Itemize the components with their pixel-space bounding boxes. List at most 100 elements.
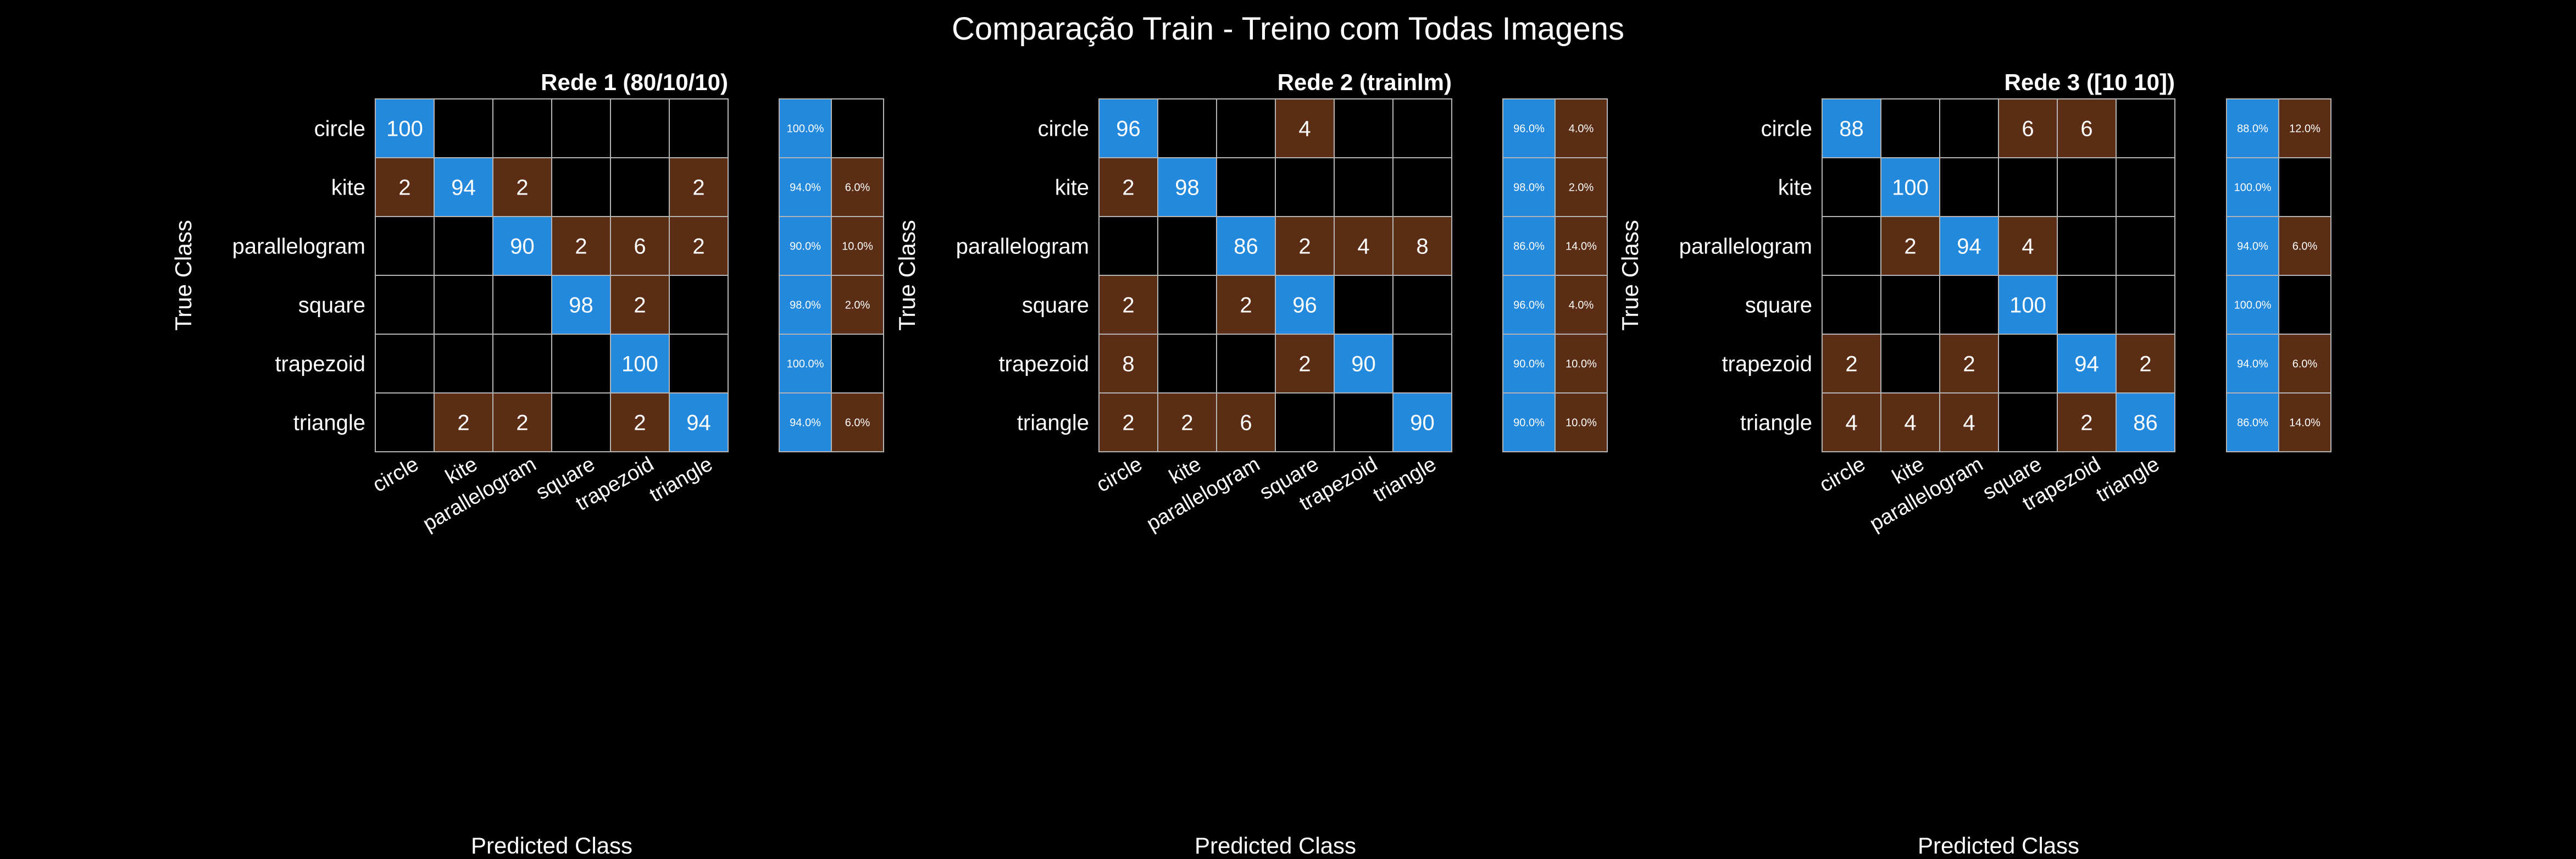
summary-value: 90.0%: [790, 241, 821, 253]
cell-value: 94: [686, 411, 711, 435]
summary-value: 4.0%: [1569, 300, 1594, 312]
matrix-cell: [2057, 275, 2117, 335]
cell-value: 100: [386, 117, 423, 141]
matrix-cell: [1822, 275, 1881, 335]
matrix-cell: [1392, 98, 1452, 158]
x-axis-label: Predicted Class: [471, 833, 632, 858]
summary-value: 94.0%: [2237, 358, 2268, 370]
cell-value: 6: [1240, 411, 1252, 435]
row-label: square: [1745, 293, 1812, 318]
matrix-cell: [492, 392, 552, 452]
matrix-cell: [1939, 275, 1999, 335]
cell-value: 2: [457, 411, 469, 435]
matrix-cell: [551, 216, 611, 276]
summary-cell: [1502, 157, 1556, 217]
matrix-cell: [669, 157, 729, 217]
matrix-cell: [669, 275, 729, 335]
matrix-cell: [1098, 275, 1158, 335]
cell-value: 100: [2009, 293, 2046, 318]
matrix-cell: [1157, 98, 1217, 158]
summary-cell: [2226, 98, 2279, 158]
matrix-cell: [1216, 275, 1276, 335]
summary-cell: [1502, 98, 1556, 158]
cell-value: 2: [1298, 235, 1311, 259]
panel-title: Rede 3 ([10 10]): [2005, 69, 2175, 95]
cell-value: 4: [2022, 235, 2034, 259]
matrix-cell: [1880, 98, 1940, 158]
matrix-cell: [2116, 334, 2175, 394]
cell-value: 6: [2022, 117, 2034, 141]
panel-title: Rede 2 (trainlm): [1278, 69, 1452, 95]
summary-cell: [831, 98, 884, 158]
cell-value: 2: [516, 176, 528, 200]
matrix-cell: [1939, 157, 1999, 217]
matrix-cell: [1998, 334, 2058, 394]
matrix-cell: [375, 334, 435, 394]
summary-value: 2.0%: [1569, 182, 1594, 194]
matrix-cell: [551, 98, 611, 158]
cell-value: 2: [516, 411, 528, 435]
summary-cell: [1555, 392, 1608, 452]
matrix-cell: [1334, 392, 1394, 452]
cell-value: 88: [1839, 117, 1864, 141]
row-label: circle: [314, 117, 365, 141]
matrix-cell: [492, 275, 552, 335]
row-label: circle: [1038, 117, 1089, 141]
summary-value: 94.0%: [790, 417, 821, 429]
matrix-cell: [1157, 157, 1217, 217]
cell-value: 4: [1845, 411, 1857, 435]
summary-value: 14.0%: [2289, 417, 2320, 429]
summary-value: 90.0%: [1513, 417, 1545, 429]
matrix-cell: [375, 157, 435, 217]
x-axis-label: Predicted Class: [1195, 833, 1356, 858]
summary-cell: [2278, 157, 2331, 217]
matrix-cell: [1157, 392, 1217, 452]
matrix-cell: [2116, 216, 2175, 276]
matrix-cell: [1392, 157, 1452, 217]
cell-value: 96: [1116, 117, 1141, 141]
summary-value: 90.0%: [1513, 358, 1545, 370]
matrix-cell: [669, 392, 729, 452]
cell-value: 90: [1410, 411, 1435, 435]
summary-value: 88.0%: [2237, 123, 2268, 135]
cell-value: 2: [398, 176, 410, 200]
matrix-cell: [1098, 157, 1158, 217]
matrix-cell: [1939, 98, 1999, 158]
summary-value: 6.0%: [845, 182, 870, 194]
cell-value: 2: [1122, 176, 1134, 200]
summary-value: 96.0%: [1513, 123, 1545, 135]
cell-value: 4: [1357, 235, 1369, 259]
cell-value: 2: [1963, 352, 1975, 376]
matrix-cell: [610, 392, 670, 452]
x-axis-label: Predicted Class: [1918, 833, 2079, 858]
row-label: kite: [1778, 176, 1812, 200]
cell-value: 96: [1292, 293, 1317, 318]
matrix-cell: [1216, 392, 1276, 452]
cell-value: 94: [1957, 235, 1981, 259]
cell-value: 86: [1234, 235, 1258, 259]
matrix-cell: [1275, 275, 1335, 335]
matrix-cell: [1334, 157, 1394, 217]
panels: Rede 1 (80/10/10) 100 2 94 2 2 90 2 6 2 98 2 100 2 2 2 9…: [170, 69, 2331, 858]
summary-cell: [2278, 98, 2331, 158]
matrix-cell: [1216, 334, 1276, 394]
cell-value: 100: [1892, 176, 1929, 200]
summary-value: 100.0%: [787, 358, 824, 370]
y-axis-label: True Class: [1617, 220, 1643, 331]
matrix-cell: [610, 157, 670, 217]
summary-cell: [1555, 157, 1608, 217]
row-label: parallelogram: [956, 235, 1089, 259]
summary-cell: [779, 334, 832, 394]
summary-value: 98.0%: [1513, 182, 1545, 194]
cell-value: 2: [692, 176, 704, 200]
matrix-cell: [434, 216, 493, 276]
matrix-cell: [2116, 275, 2175, 335]
matrix-cell: [2116, 157, 2175, 217]
row-label: parallelogram: [1679, 235, 1812, 259]
cell-value: 90: [510, 235, 535, 259]
matrix-cell: [492, 98, 552, 158]
matrix-cell: [1392, 275, 1452, 335]
matrix-cell: [1822, 157, 1881, 217]
cell-value: 2: [1240, 293, 1252, 318]
